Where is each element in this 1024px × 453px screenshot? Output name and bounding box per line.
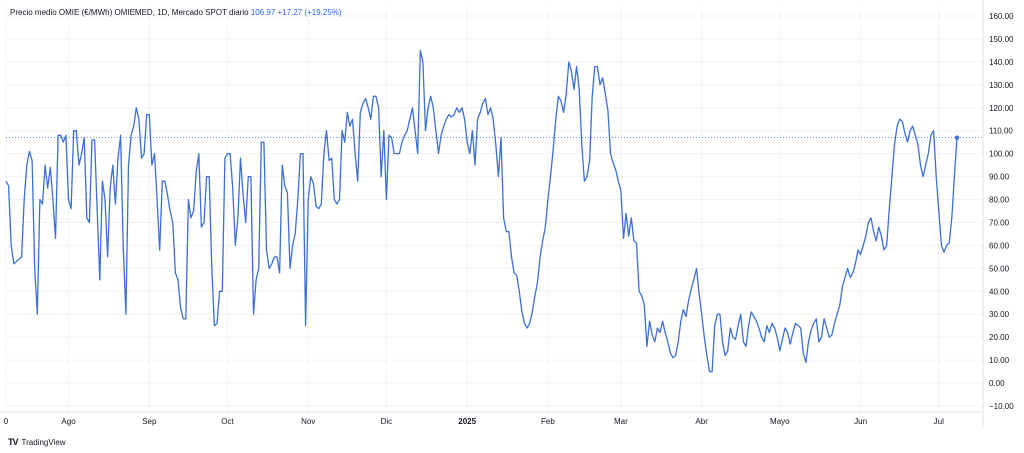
y-tick-label: 60.00 — [989, 241, 1010, 250]
y-tick-label: 90.00 — [989, 173, 1010, 182]
y-tick-label: 0.00 — [989, 379, 1005, 388]
tradingview-logo-icon: TV — [8, 437, 18, 447]
y-tick-label: 20.00 — [989, 333, 1010, 342]
x-tick-label: Mayo — [770, 417, 790, 426]
y-tick-label: 70.00 — [989, 218, 1010, 227]
last-point — [954, 135, 960, 140]
y-tick-label: 40.00 — [989, 287, 1010, 296]
y-tick-label: 160.00 — [989, 12, 1014, 21]
x-tick-label: 0 — [4, 417, 9, 426]
x-tick-label: Mar — [614, 417, 628, 426]
y-tick-label: 130.00 — [989, 81, 1014, 90]
price-series — [5, 49, 960, 373]
legend-change: +17.27 (+19.25%) — [277, 8, 342, 17]
chart-grid — [0, 0, 984, 428]
x-tick-label: Dic — [381, 417, 393, 426]
y-tick-label: 140.00 — [989, 58, 1014, 67]
y-tick-label: 100.00 — [989, 150, 1014, 159]
x-tick-label: Ago — [61, 417, 76, 426]
y-tick-label: 80.00 — [989, 196, 1010, 205]
tradingview-brand[interactable]: TV TradingView — [8, 437, 66, 447]
legend-title: Precio medio OMIE (€/MWh) OMIEMED, 1D, M… — [10, 8, 249, 17]
x-tick-label: Jun — [854, 417, 867, 426]
y-tick-label: 10.00 — [989, 356, 1010, 365]
y-tick-label: 150.00 — [989, 35, 1014, 44]
x-tick-label: Sep — [142, 417, 157, 426]
y-tick-label: 50.00 — [989, 264, 1010, 273]
price-axis: 160.00 150.00 140.00 130.00 120.00 110.00 100.… — [989, 12, 1014, 411]
y-tick-label: 110.00 — [989, 127, 1013, 136]
chart-legend: Precio medio OMIE (€/MWh) OMIEMED, 1D, M… — [10, 8, 342, 17]
x-tick-label: Feb — [541, 417, 555, 426]
price-line — [5, 49, 958, 373]
y-tick-label: 30.00 — [989, 310, 1010, 319]
brand-name: TradingView — [21, 437, 66, 447]
y-tick-label: 120.00 — [989, 104, 1014, 113]
x-tick-label: Abr — [695, 417, 708, 426]
x-tick-label: 2025 — [458, 417, 476, 426]
x-tick-label: Nov — [301, 417, 315, 426]
legend-last-value: 106.97 — [250, 8, 276, 17]
time-axis: 0 Ago Sep Oct Nov Dic 2025 Feb Mar Abr Mayo Jun Jul — [4, 417, 944, 426]
x-tick-label: Jul — [934, 417, 944, 426]
y-tick-label: −10.00 — [989, 402, 1014, 411]
x-tick-label: Oct — [221, 417, 234, 426]
